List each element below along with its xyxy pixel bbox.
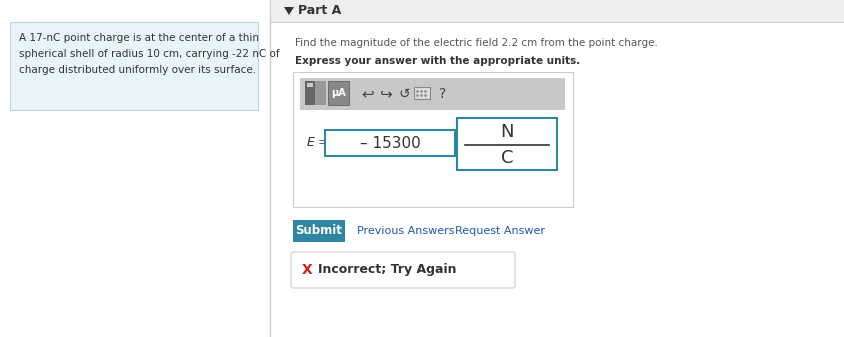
Text: N: N xyxy=(500,123,514,141)
Text: charge distributed uniformly over its surface.: charge distributed uniformly over its su… xyxy=(19,65,256,75)
Text: $E$ =: $E$ = xyxy=(306,136,329,150)
FancyBboxPatch shape xyxy=(293,72,573,207)
FancyBboxPatch shape xyxy=(293,220,345,242)
FancyBboxPatch shape xyxy=(328,81,349,105)
FancyBboxPatch shape xyxy=(315,81,326,105)
Text: Incorrect; Try Again: Incorrect; Try Again xyxy=(318,264,457,276)
Text: Request Answer: Request Answer xyxy=(455,226,545,236)
FancyBboxPatch shape xyxy=(305,81,315,105)
Text: Express your answer with the appropriate units.: Express your answer with the appropriate… xyxy=(295,56,581,66)
FancyBboxPatch shape xyxy=(291,252,515,288)
Text: ↩: ↩ xyxy=(361,87,375,101)
FancyBboxPatch shape xyxy=(300,78,565,110)
Text: – 15300: – 15300 xyxy=(360,135,420,151)
FancyBboxPatch shape xyxy=(414,87,430,99)
Text: X: X xyxy=(301,263,312,277)
Text: Submit: Submit xyxy=(295,224,343,238)
FancyBboxPatch shape xyxy=(307,83,313,87)
Text: Previous Answers: Previous Answers xyxy=(357,226,455,236)
Text: ↺: ↺ xyxy=(398,87,410,101)
Text: C: C xyxy=(500,149,513,167)
Polygon shape xyxy=(284,7,294,15)
Text: Part A: Part A xyxy=(298,4,341,18)
FancyBboxPatch shape xyxy=(457,118,557,170)
FancyBboxPatch shape xyxy=(325,130,455,156)
Text: ?: ? xyxy=(440,87,446,101)
Text: A 17-nC point charge is at the center of a thin: A 17-nC point charge is at the center of… xyxy=(19,33,259,43)
Text: μA: μA xyxy=(331,88,346,98)
Text: ↪: ↪ xyxy=(380,87,392,101)
FancyBboxPatch shape xyxy=(10,22,258,110)
Text: Find the magnitude of the electric field 2.2 cm from the point charge.: Find the magnitude of the electric field… xyxy=(295,38,657,48)
Text: spherical shell of radius 10 cm, carrying -22 nC of: spherical shell of radius 10 cm, carryin… xyxy=(19,49,279,59)
FancyBboxPatch shape xyxy=(271,0,844,22)
